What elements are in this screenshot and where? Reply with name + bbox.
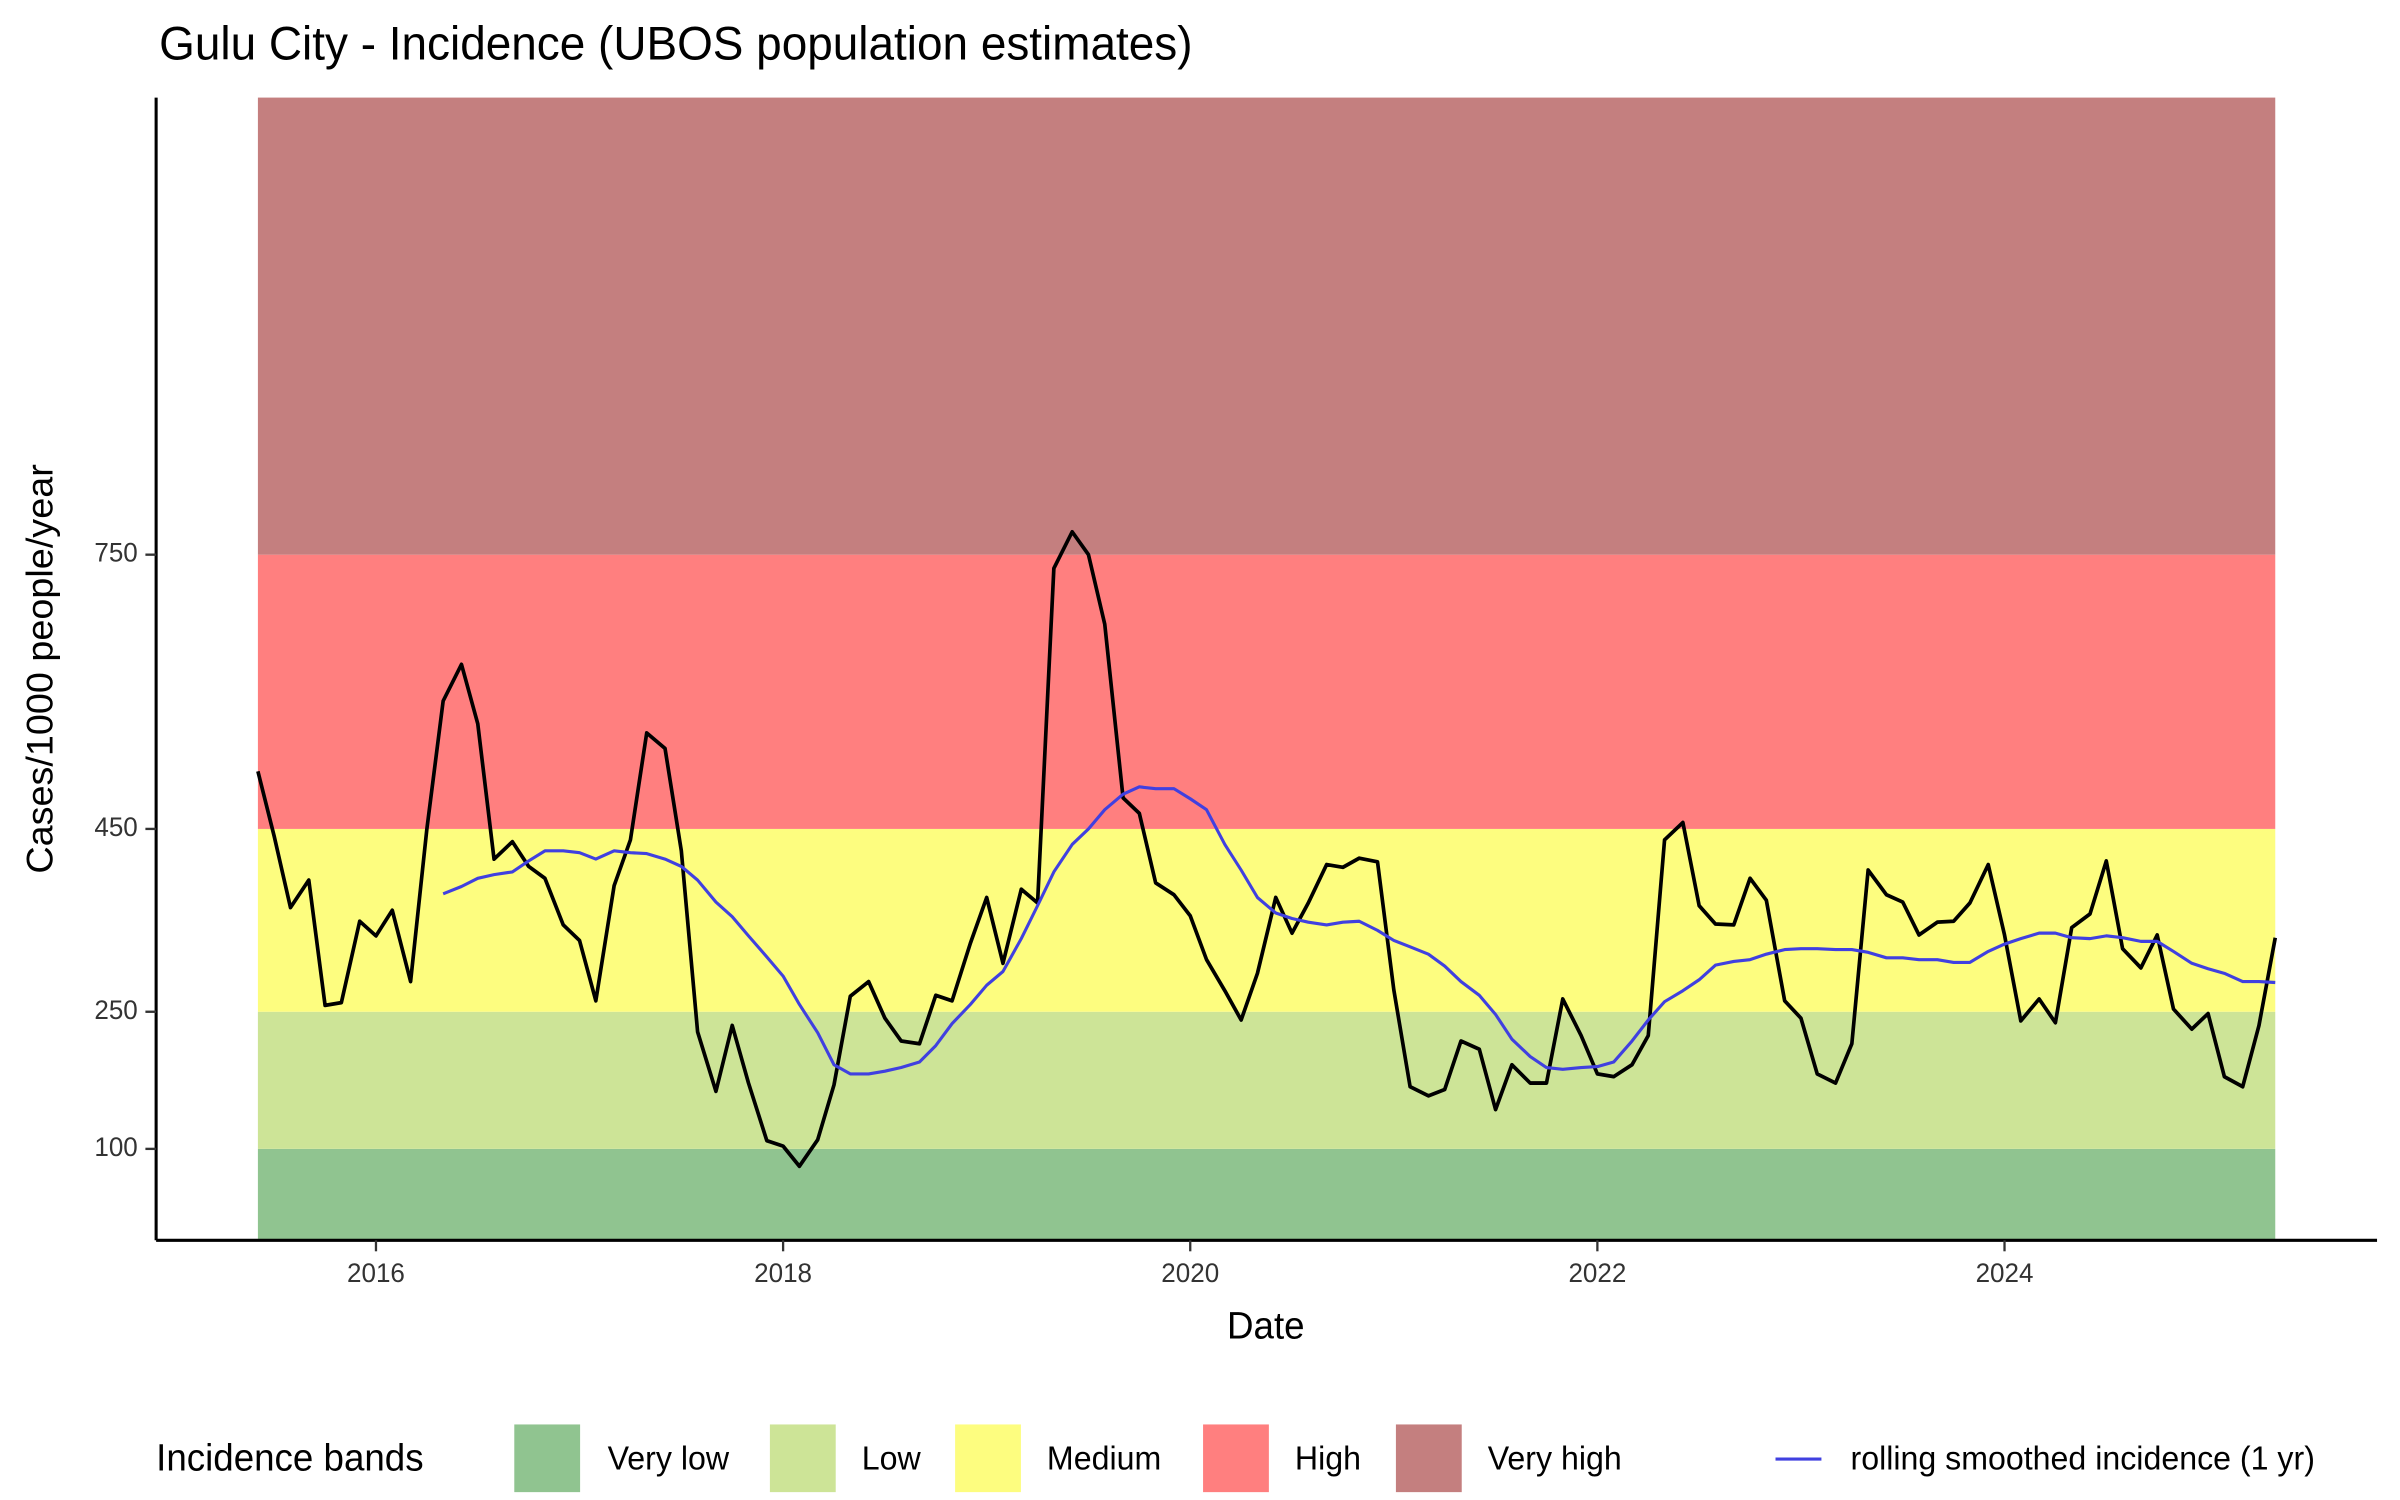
x-tick-label: 2020 [1161,1258,1219,1288]
legend-swatch [1203,1424,1269,1493]
legend-swatch [514,1424,581,1493]
y-axis-label: Cases/1000 people/year [19,464,60,873]
legend-label: Medium [1047,1439,1161,1477]
x-axis-label: Date [1227,1304,1305,1347]
y-tick-label: 250 [94,994,137,1024]
legend-title: Incidence bands [156,1436,423,1479]
legend-swatch [769,1424,836,1493]
legend-label: Very low [608,1439,730,1477]
data-line [442,785,2276,1076]
y-tick-label: 100 [94,1132,137,1162]
y-tick-label: 450 [94,812,137,842]
x-tick-label: 2022 [1568,1258,1626,1288]
y-tick-label: 750 [94,537,137,567]
band [257,554,2276,829]
legend-swatch [1395,1424,1462,1493]
x-tick-label: 2016 [347,1258,405,1288]
chart-title: Gulu City - Incidence (UBOS population e… [159,17,1192,70]
band [257,1011,2276,1149]
band [257,1148,2276,1241]
data-line [256,529,2278,1169]
legend-label: Very high [1488,1439,1622,1477]
legend-label: High [1295,1439,1361,1477]
x-tick-label: 2024 [1976,1258,2034,1288]
x-tick-label: 2018 [754,1258,812,1288]
legend-label: Low [862,1439,921,1477]
band [257,97,2276,555]
legend-label: rolling smoothed incidence (1 yr) [1851,1439,2315,1477]
legend-swatch [955,1424,1021,1493]
